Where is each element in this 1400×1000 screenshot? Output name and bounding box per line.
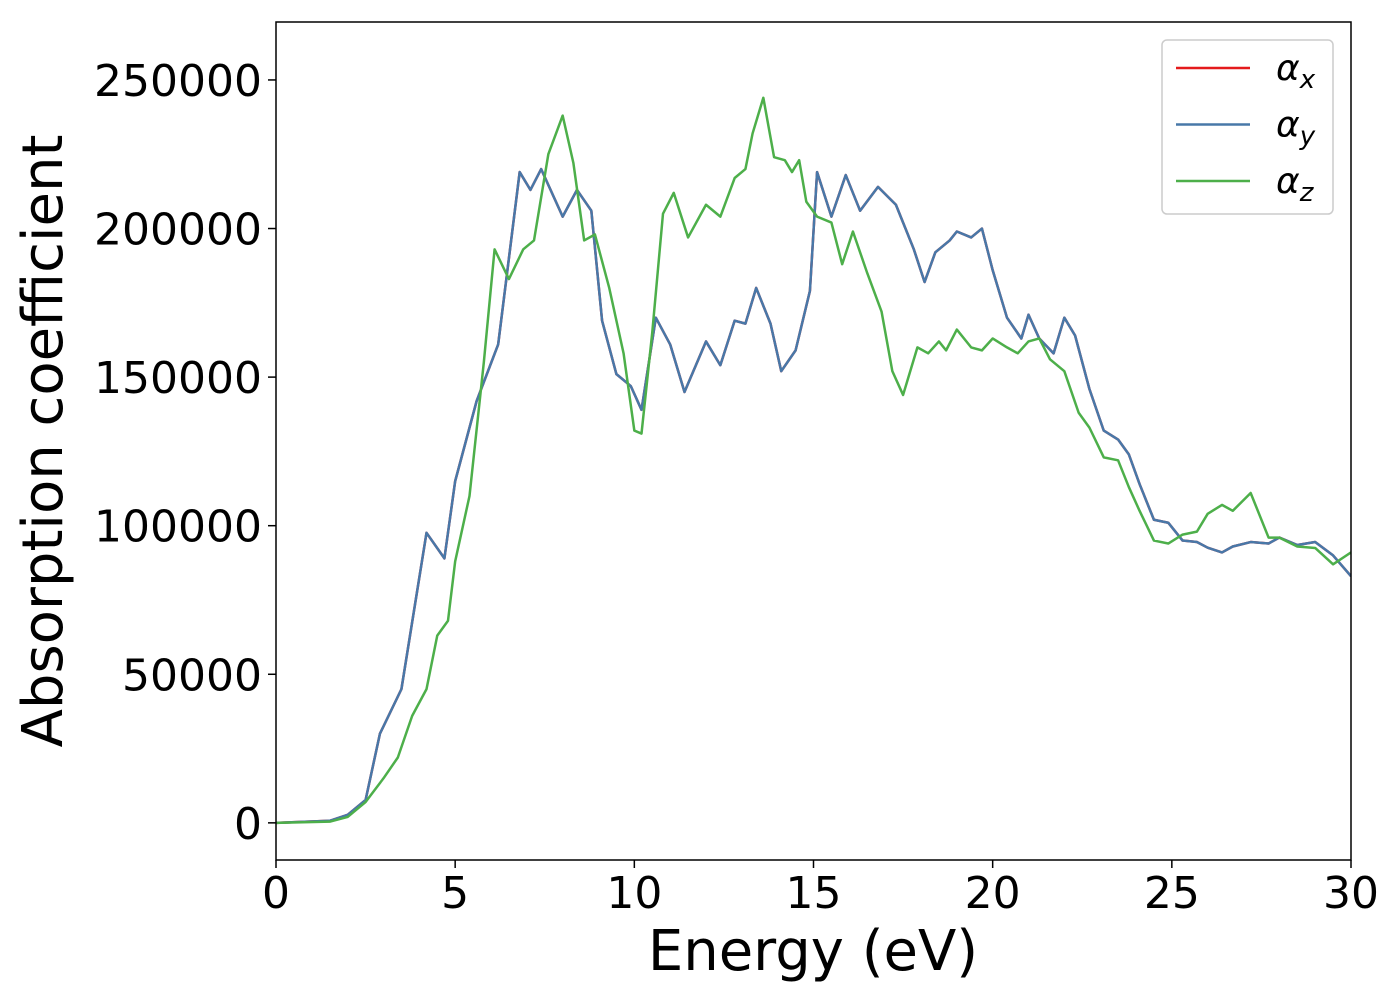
legend-label: αz (1276, 161, 1315, 208)
y-axis-label: Absorption coefficient (11, 135, 76, 748)
x-tick-label: 20 (965, 868, 1021, 919)
x-tick-label: 30 (1323, 868, 1379, 919)
legend-label: αx (1276, 48, 1316, 95)
y-tick-label: 200000 (94, 205, 262, 256)
y-tick-label: 50000 (122, 650, 262, 701)
x-tick-label: 5 (441, 868, 469, 919)
y-tick-label: 250000 (94, 56, 262, 107)
x-tick-label: 0 (262, 868, 290, 919)
y-tick-label: 0 (234, 799, 262, 850)
data-line (276, 96, 1351, 825)
x-tick-label: 25 (1144, 868, 1200, 919)
x-tick-label: 10 (606, 868, 662, 919)
x-tick-label: 15 (786, 868, 842, 919)
plot-frame (275, 21, 1352, 861)
legend-label: αy (1276, 105, 1316, 152)
y-tick-label: 150000 (94, 353, 262, 404)
data-line (276, 167, 1351, 825)
x-axis-label: Energy (eV) (648, 919, 978, 984)
legend-box (1161, 39, 1334, 215)
y-tick-label: 100000 (94, 502, 262, 553)
